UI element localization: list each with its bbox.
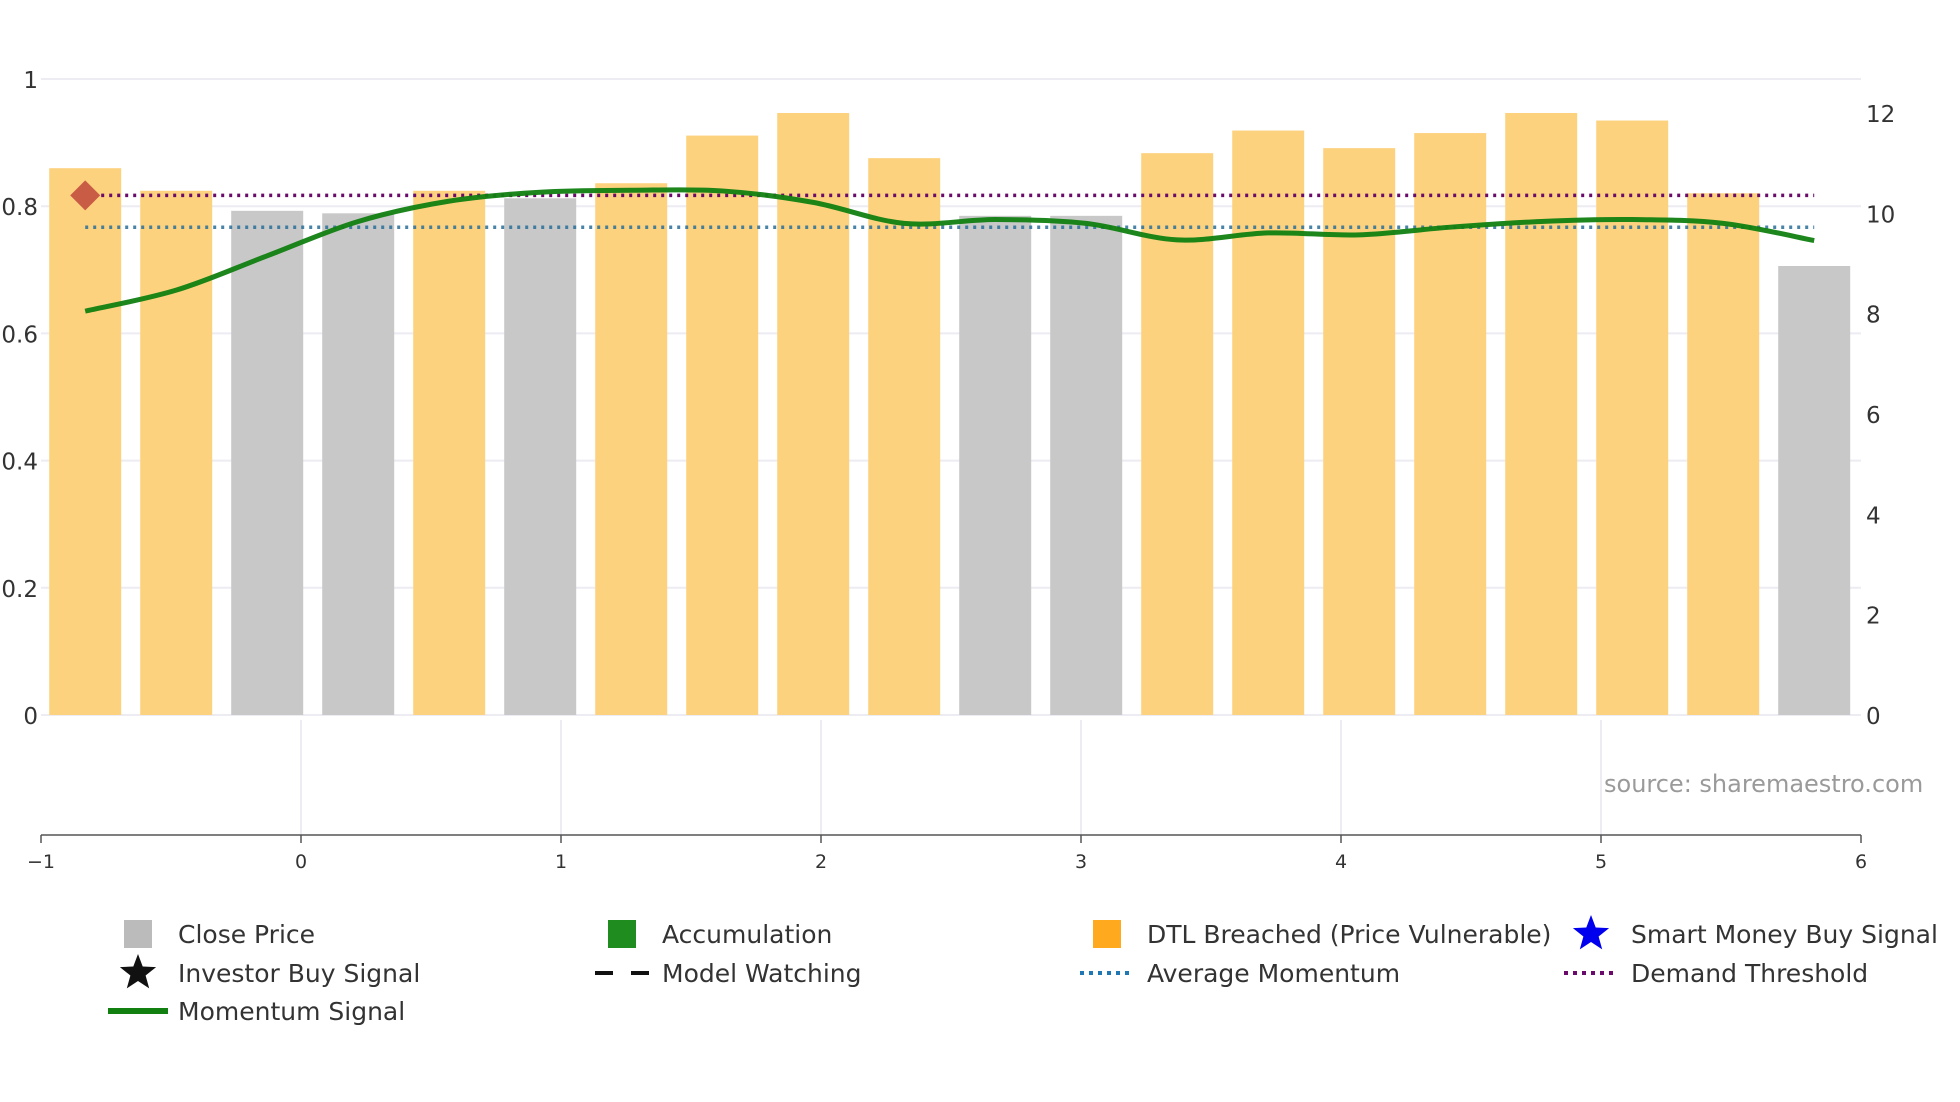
dtl-bar (1232, 130, 1305, 715)
y-left-tick-label: 0 (23, 704, 38, 730)
close-price-bar (1050, 215, 1123, 715)
close-price-bar (322, 213, 395, 716)
x-tick-label: 6 (1855, 851, 1867, 873)
close-price-bar (504, 198, 577, 716)
y-right-tick-label: 8 (1866, 303, 1881, 329)
gridlines (41, 78, 1861, 835)
dtl-bar (1323, 148, 1396, 715)
y-left-tick-label: 1 (23, 68, 38, 94)
source-note: source: sharemaestro.com (1604, 770, 1924, 798)
momentum-line-layer (84, 187, 1815, 314)
y-left-tick-label: 0.2 (1, 577, 38, 603)
x-tick-label: 3 (1075, 851, 1087, 873)
x-tick-label: 1 (555, 851, 567, 873)
close-price-bar (231, 210, 304, 715)
dtl-bar (140, 190, 213, 716)
x-tick-label: 2 (815, 851, 827, 873)
y-right-tick-label: 12 (1866, 102, 1895, 128)
reference-lines (85, 193, 1815, 229)
markers (70, 180, 101, 211)
bars (49, 113, 1851, 716)
dtl-bar (1687, 193, 1760, 715)
y-right-tick-label: 4 (1866, 503, 1881, 529)
y-right-tick-label: 6 (1866, 403, 1881, 429)
x-tick-label: 0 (295, 851, 307, 873)
dtl-bar (868, 158, 941, 715)
dtl-bar (49, 168, 122, 715)
dtl-bar (1505, 113, 1578, 715)
dtl-bar (1596, 120, 1669, 715)
y-left-tick-label: 0.6 (1, 322, 38, 348)
dtl-bar (595, 183, 668, 715)
y-left-tick-label: 0.8 (1, 195, 38, 221)
y-left-tick-label: 0.4 (1, 450, 38, 476)
close-price-bar (1778, 266, 1851, 715)
close-price-bar (959, 215, 1032, 715)
dtl-bar (777, 113, 850, 715)
dtl-bar (686, 135, 759, 715)
x-tick-label: −1 (27, 851, 55, 873)
x-tick-label: 5 (1595, 851, 1607, 873)
dtl-bar (413, 190, 486, 716)
x-tick-label: 4 (1335, 851, 1347, 873)
y-right-tick-label: 0 (1866, 704, 1881, 730)
dtl-bar (1414, 133, 1487, 716)
accumulation-marker (70, 180, 101, 211)
y-right-tick-label: 2 (1866, 604, 1881, 630)
dtl-bar (1141, 153, 1214, 716)
momentum-signal-line (84, 187, 1815, 314)
y-right-tick-label: 10 (1866, 202, 1895, 228)
